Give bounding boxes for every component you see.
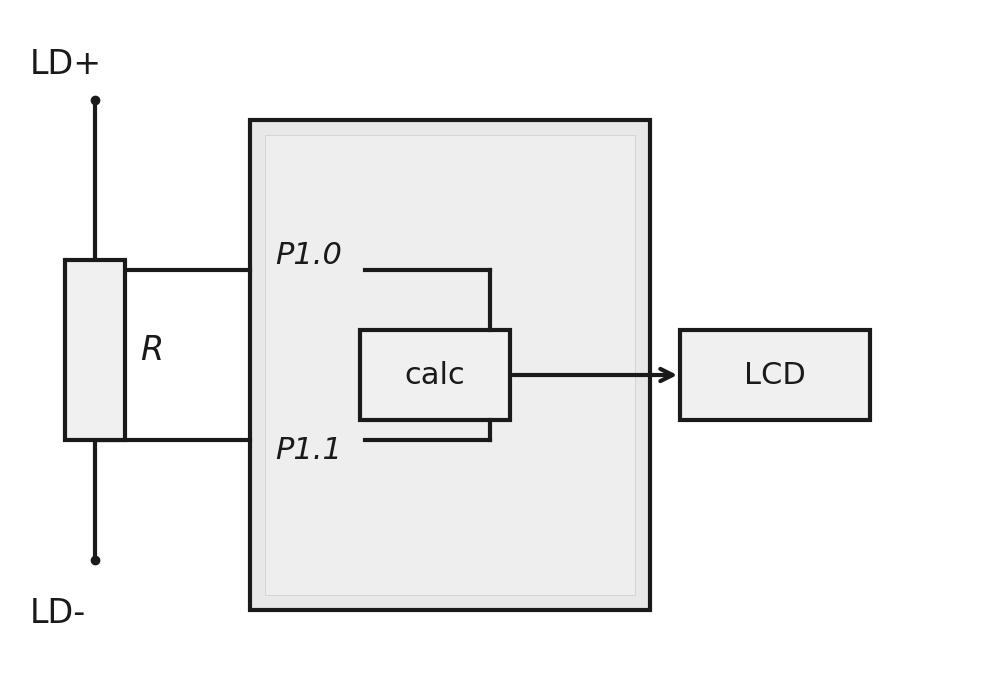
- Text: LD+: LD+: [30, 48, 102, 81]
- Text: calc: calc: [405, 360, 465, 390]
- Text: LD-: LD-: [30, 597, 86, 630]
- Bar: [360, 330, 510, 420]
- Bar: [65, 260, 125, 440]
- Text: LCD: LCD: [744, 360, 806, 390]
- Text: R: R: [140, 334, 163, 366]
- Text: P1.1: P1.1: [275, 436, 342, 464]
- Bar: [250, 120, 650, 610]
- Bar: [265, 135, 635, 595]
- Bar: [680, 330, 870, 420]
- Text: P1.0: P1.0: [275, 240, 342, 269]
